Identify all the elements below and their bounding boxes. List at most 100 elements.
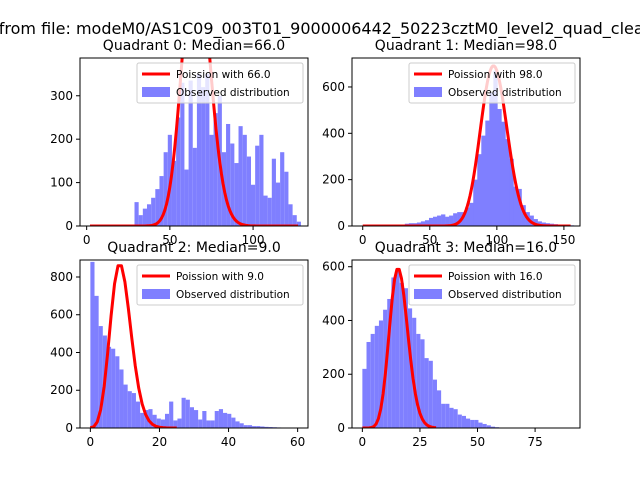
histogram-bar bbox=[214, 411, 219, 428]
histogram-bar bbox=[111, 348, 116, 428]
axes-frame bbox=[79, 57, 309, 227]
histogram-bar bbox=[209, 134, 214, 226]
y-tick-label: 400 bbox=[322, 313, 345, 327]
histogram-bar bbox=[470, 419, 475, 428]
histogram-bar bbox=[284, 171, 289, 226]
histogram-bar bbox=[189, 407, 194, 428]
y-tick-label: 200 bbox=[322, 173, 345, 187]
histogram-bar bbox=[173, 420, 178, 428]
histogram-bar bbox=[252, 426, 257, 428]
histogram-bar bbox=[160, 419, 165, 428]
histogram-bar bbox=[465, 207, 470, 226]
histogram-bar bbox=[155, 189, 160, 226]
histogram-bar bbox=[501, 121, 506, 226]
y-tick-label: 800 bbox=[50, 270, 73, 284]
x-tick-label: 0 bbox=[359, 435, 367, 449]
histogram-bar bbox=[477, 154, 482, 226]
x-tick-label: 75 bbox=[527, 435, 542, 449]
histogram-bar bbox=[374, 325, 379, 428]
histogram-bar bbox=[243, 425, 248, 428]
histogram-bar bbox=[486, 425, 491, 428]
legend: Poission with 9.0 Observed distribution bbox=[136, 264, 304, 306]
y-tick-label: 100 bbox=[50, 176, 73, 190]
histogram-bar bbox=[407, 308, 413, 428]
y-tick-label: 0 bbox=[65, 421, 73, 435]
x-tick-label: 100 bbox=[242, 233, 265, 247]
histogram-bar bbox=[131, 393, 136, 428]
histogram-bar bbox=[239, 423, 244, 428]
histogram-bar bbox=[142, 208, 147, 226]
y-tick-label: 0 bbox=[337, 219, 345, 233]
histogram-bar bbox=[198, 419, 203, 428]
histogram-bar bbox=[235, 421, 240, 428]
legend: Poission with 16.0 Observed distribution bbox=[408, 264, 576, 306]
histogram-bar bbox=[184, 169, 189, 226]
histogram-bar bbox=[106, 346, 112, 428]
histogram-bar bbox=[497, 108, 502, 226]
poisson-curve bbox=[362, 267, 437, 428]
y-tick-label: 0 bbox=[65, 219, 73, 233]
legend-bar-swatch bbox=[142, 87, 170, 97]
chart-title: Quadrant 1: Median=98.0 bbox=[375, 38, 557, 54]
y-tick-label: 200 bbox=[50, 132, 73, 146]
histogram-bar bbox=[362, 368, 367, 428]
histogram-bar bbox=[205, 74, 210, 226]
histogram-bar bbox=[138, 215, 143, 226]
x-tick-label: 20 bbox=[152, 435, 167, 449]
legend-label-observed: Observed distribution bbox=[448, 87, 562, 99]
histogram-bar bbox=[223, 412, 228, 428]
histogram-bar bbox=[416, 333, 421, 428]
histogram-bar bbox=[152, 414, 157, 428]
histogram-bar bbox=[433, 216, 438, 226]
histogram-bar bbox=[148, 409, 153, 428]
histogram-bar bbox=[513, 186, 518, 226]
histogram-bar bbox=[378, 320, 384, 428]
histogram-bar bbox=[144, 410, 149, 428]
histogram-bar bbox=[140, 412, 145, 428]
histogram-bar bbox=[403, 288, 408, 428]
x-tick-label: 25 bbox=[412, 435, 427, 449]
histogram-bar bbox=[146, 204, 152, 226]
histogram-bar bbox=[226, 123, 231, 226]
x-tick-label: 0 bbox=[359, 233, 367, 247]
histogram-bar bbox=[151, 197, 156, 226]
histogram-bar bbox=[533, 219, 538, 226]
histogram-bar bbox=[192, 147, 197, 226]
histogram-bar bbox=[420, 221, 426, 226]
histogram-bar bbox=[259, 134, 264, 226]
histogram-bar bbox=[164, 413, 170, 428]
x-tick-label: 0 bbox=[83, 233, 91, 247]
histogram-bar bbox=[399, 282, 404, 428]
axes-frame bbox=[351, 57, 581, 227]
chart-quadrant-1: 0 50 100 150 0 200 400 600 Quadrant 1: Median=98… bbox=[322, 38, 581, 247]
histogram-bar bbox=[445, 216, 450, 226]
plot-area bbox=[362, 64, 575, 226]
x-tick-label: 50 bbox=[422, 233, 437, 247]
histogram-bar bbox=[366, 341, 371, 428]
histogram-bar bbox=[98, 326, 103, 428]
histogram-bar bbox=[185, 399, 190, 428]
histogram-bar bbox=[206, 420, 211, 428]
histogram-bar bbox=[194, 410, 199, 428]
y-tick-label: 600 bbox=[50, 308, 73, 322]
histogram-bar bbox=[163, 152, 168, 226]
histogram-bar bbox=[469, 202, 474, 226]
histogram-bar bbox=[412, 317, 417, 428]
y-tick-label: 600 bbox=[322, 80, 345, 94]
chart-quadrant-0: 0 50 100 0 100 200 300 Quadrant 0: Median=66.0 P… bbox=[50, 38, 309, 247]
plot-area bbox=[362, 267, 500, 428]
histogram-bar bbox=[231, 417, 236, 428]
histogram-bar bbox=[115, 356, 120, 428]
histogram-bar bbox=[94, 295, 99, 428]
histogram-bar bbox=[177, 418, 182, 428]
histogram-bar bbox=[537, 221, 542, 226]
histogram-bar bbox=[482, 423, 487, 428]
y-tick-label: 300 bbox=[50, 89, 73, 103]
histogram-bar bbox=[202, 411, 207, 428]
histogram-bar bbox=[275, 182, 281, 226]
histogram-bar bbox=[416, 222, 422, 226]
histogram-bar bbox=[370, 333, 375, 428]
y-tick-label: 600 bbox=[322, 260, 345, 274]
y-tick-label: 0 bbox=[337, 421, 345, 435]
